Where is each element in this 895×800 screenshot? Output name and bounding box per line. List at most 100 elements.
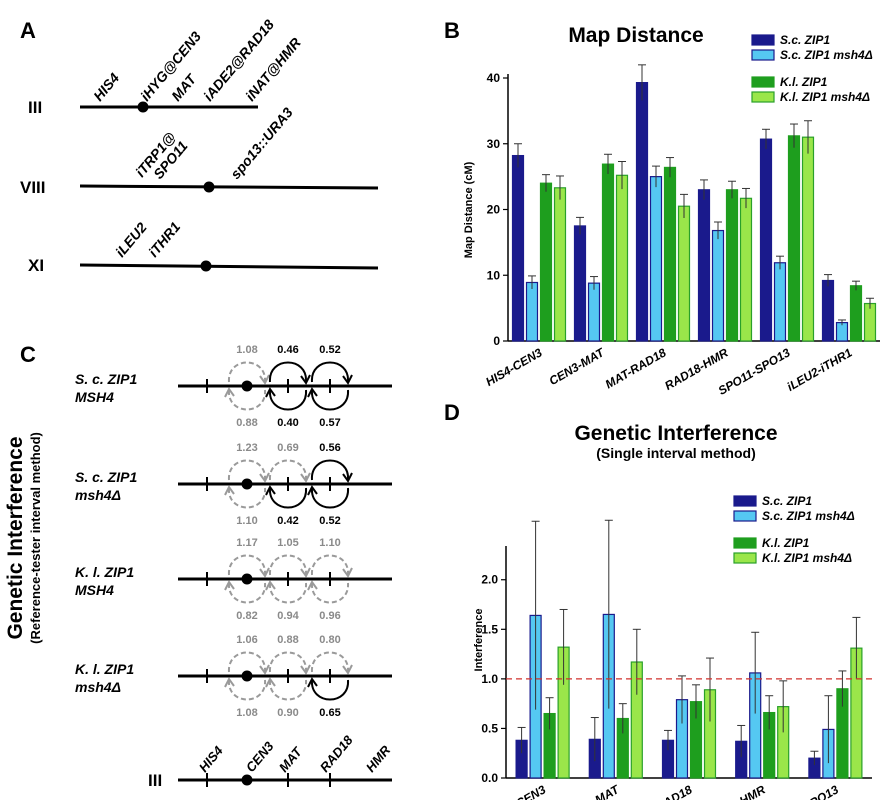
bar (821, 279, 835, 342)
map-centromere (241, 774, 253, 786)
interference-value: 0.80 (319, 634, 340, 646)
bar (759, 138, 773, 342)
genotype-line2: msh4Δ (75, 679, 121, 695)
category-label: iLEU2-iTHR1 (785, 345, 855, 394)
row-centromere (241, 573, 253, 585)
map-marker-hmr: HMR (363, 742, 394, 775)
arc-arrowhead (224, 677, 235, 688)
legend-swatch (733, 495, 757, 507)
arc-arrowhead (342, 664, 353, 675)
interference-value: 0.69 (277, 442, 298, 454)
interference-arc (227, 487, 267, 509)
row-centromere (241, 380, 253, 392)
interference-row: K. l. ZIP1 msh4Δ 1.06 0.88 0.80 1.08 0.90 0.65 (75, 634, 392, 719)
arc-arrowhead (300, 472, 311, 483)
category-label: RAD18-HMR (699, 782, 767, 800)
legend-label: K.l. ZIP1 (780, 75, 828, 89)
chromosome-label-viii: VIII (20, 178, 46, 197)
panel-b: B Map Distance Map Distance (cM) 0 10 20 30… (444, 18, 880, 398)
panel-c: C Genetic Interference (Reference-tester… (4, 342, 394, 790)
bar (525, 281, 539, 342)
legend-swatch (751, 34, 775, 46)
interference-arc (227, 582, 267, 604)
interference-arc (268, 487, 308, 509)
arc-arrowhead (342, 472, 353, 483)
arc-arrowhead (224, 387, 235, 398)
bar (573, 225, 587, 342)
bar (511, 154, 525, 342)
marker-ithr1: iTHR1 (145, 218, 183, 259)
genotype-line2: MSH4 (75, 582, 114, 598)
bar (739, 197, 753, 342)
bar (649, 176, 663, 342)
interference-value: 0.46 (277, 344, 298, 356)
category-label: SPO11-SPO13 (764, 782, 841, 800)
bar (787, 135, 801, 342)
interference-value: 1.06 (236, 634, 257, 646)
genotype-line1: K. l. ZIP1 (75, 564, 134, 580)
map-marker-cen3: CEN3 (243, 738, 277, 775)
interference-arc (227, 554, 267, 576)
bar (635, 82, 649, 342)
bar (863, 302, 877, 342)
interference-arc (310, 487, 350, 509)
interference-value: 0.90 (277, 707, 298, 719)
legend-label: S.c. ZIP1 msh4Δ (780, 48, 873, 62)
interference-value: 0.52 (319, 344, 340, 356)
marker-spo13-ura3: spo13::URA3 (227, 104, 296, 182)
legend-swatch (751, 49, 775, 61)
arc-arrowhead (300, 567, 311, 578)
row-centromere (241, 478, 253, 490)
legend-label: K.l. ZIP1 msh4Δ (780, 90, 870, 104)
arc-arrowhead (265, 485, 276, 496)
interference-arc (227, 361, 267, 383)
y-tick-label: 30 (487, 137, 501, 151)
arc-arrowhead (259, 567, 270, 578)
legend-swatch (751, 91, 775, 103)
y-tick-label: 20 (487, 203, 501, 217)
interference-value: 1.05 (277, 537, 298, 549)
bar (663, 166, 677, 342)
legend-label: S.c. ZIP1 msh4Δ (762, 509, 855, 523)
interference-value: 1.10 (236, 515, 257, 527)
interference-arc (310, 679, 350, 701)
interference-arc (227, 389, 267, 411)
interference-row: K. l. ZIP1 MSH4 1.17 1.05 1.10 0.82 0.94 0.96 (75, 537, 392, 622)
arc-arrowhead (265, 580, 276, 591)
chart-b-title: Map Distance (568, 24, 703, 47)
legend-label: S.c. ZIP1 (762, 494, 812, 508)
panel-c-side-subtitle: (Reference-tester interval method) (28, 432, 43, 644)
panel-c-side-title: Genetic Interference (4, 436, 27, 639)
interference-arc (227, 459, 267, 481)
marker-iade2-rad18: iADE2@RAD18 (200, 16, 277, 104)
interference-value: 0.40 (277, 417, 298, 429)
interference-value: 1.10 (319, 537, 340, 549)
category-label: HIS4-CEN3 (483, 345, 545, 389)
map-chromosome-label: III (148, 771, 162, 790)
genotype-line1: K. l. ZIP1 (75, 661, 134, 677)
chart-d-ylabel: Interference (473, 609, 485, 672)
arc-arrowhead (259, 472, 270, 483)
bar (601, 163, 615, 342)
arc-arrowhead (307, 485, 318, 496)
arc-arrowhead (307, 677, 318, 688)
category-label: MAT-RAD18 (603, 345, 669, 391)
chart-d-title: Genetic Interference (574, 422, 777, 445)
interference-arc (268, 389, 308, 411)
interference-value: 1.23 (236, 442, 257, 454)
interference-value: 1.08 (236, 344, 257, 356)
legend-swatch (733, 537, 757, 549)
y-tick-label: 0 (493, 334, 500, 348)
y-tick-label: 40 (487, 71, 501, 85)
arc-arrowhead (265, 387, 276, 398)
interference-row: S. c. ZIP1 msh4Δ 1.23 0.69 0.56 1.10 0.42 0.52 (75, 442, 392, 527)
category-label: MAT-RAD18 (629, 782, 695, 800)
legend-swatch (733, 510, 757, 522)
chromosome-line-xi (79, 263, 379, 270)
chromosome-label-iii: III (28, 98, 42, 117)
